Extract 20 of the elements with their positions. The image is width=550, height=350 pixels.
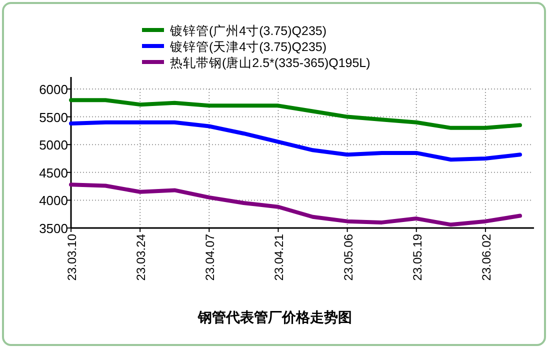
x-tick-label: 23.05.06: [341, 234, 356, 281]
y-tick-label: 5500: [39, 110, 68, 125]
y-tick-label: 4000: [39, 193, 68, 208]
x-tick-label: 23.04.21: [272, 234, 286, 281]
y-tick-label: 6000: [39, 82, 68, 97]
x-tick-label: 23.03.24: [134, 234, 148, 281]
y-tick-label: 3500: [39, 221, 68, 236]
text: 钢管代表管厂价格走势图: [197, 309, 352, 325]
legend-label: 镀锌管(广州4寸(3.75)Q235): [169, 24, 327, 38]
x-tick-label: 23.04.07: [203, 234, 218, 281]
line-series: [69, 98, 522, 130]
x-tick-label: 23.06.02: [479, 234, 494, 281]
legend-label: 镀锌管(天津4寸(3.75)Q235): [169, 40, 327, 54]
x-tick-label: 23.05.19: [410, 234, 424, 281]
line-series: [69, 120, 522, 162]
x-tick-label: 23.03.10: [65, 234, 79, 281]
legend-label: 热轧带钢(唐山2.5*(335-365)Q195L): [170, 56, 370, 70]
line-series: [69, 182, 522, 227]
y-tick-label: 5000: [39, 138, 68, 153]
y-tick-label: 4500: [39, 165, 68, 180]
